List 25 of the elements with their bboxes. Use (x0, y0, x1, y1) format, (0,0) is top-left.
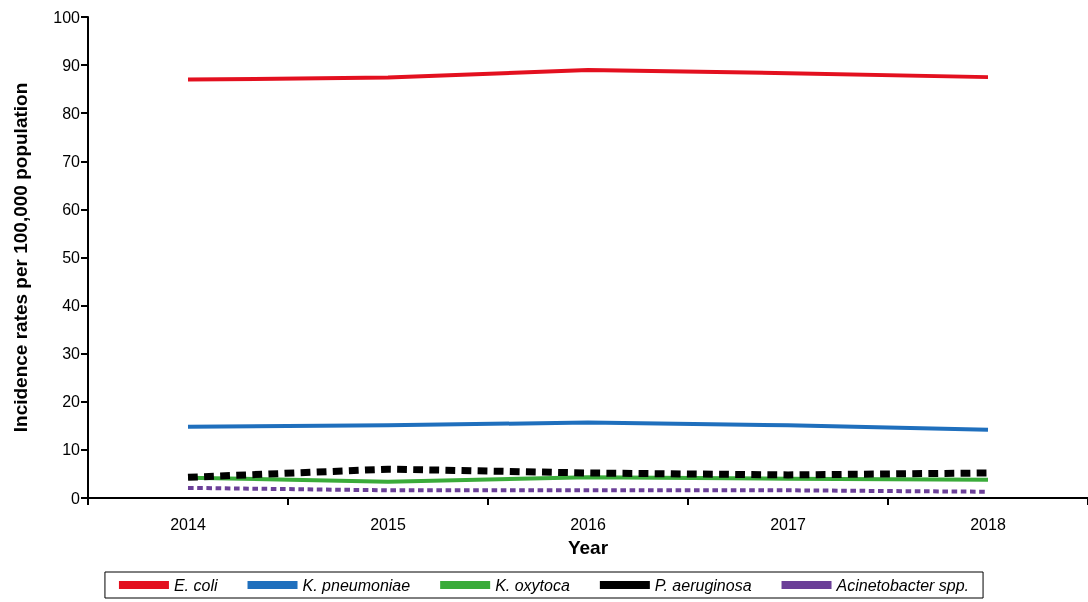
y-tick-label: 100 (53, 8, 81, 26)
legend-label: K. oxytoca (495, 576, 570, 594)
x-tick-label: 2017 (770, 515, 806, 533)
y-tick-label: 20 (62, 393, 81, 411)
y-tick-label: 70 (62, 152, 81, 170)
y-tick-label: 50 (62, 249, 81, 266)
legend-label: K. pneumoniae (302, 576, 411, 594)
x-tick-label: 2014 (170, 515, 206, 533)
legend-label: E. coli (173, 576, 218, 594)
y-tick-label: 40 (62, 297, 81, 315)
y-axis-title: Incidence rates per 100,000 population (10, 82, 31, 433)
x-tick-label: 2016 (570, 515, 606, 533)
legend-label: Acinetobacter spp. (835, 576, 970, 594)
y-tick-label: 90 (62, 56, 81, 74)
x-axis-title: Year (567, 537, 609, 558)
x-tick-label: 2015 (370, 515, 406, 533)
line-series (186, 67, 990, 82)
x-tick-label: 2018 (970, 515, 1006, 533)
line-series (186, 420, 990, 432)
y-tick-label: 60 (62, 200, 81, 218)
y-tick-label: 10 (62, 441, 81, 459)
y-tick-label: 0 (71, 489, 81, 507)
legend-label: P. aeruginosa (654, 576, 752, 594)
y-tick-label: 30 (62, 345, 81, 363)
y-tick-label: 80 (62, 104, 81, 122)
